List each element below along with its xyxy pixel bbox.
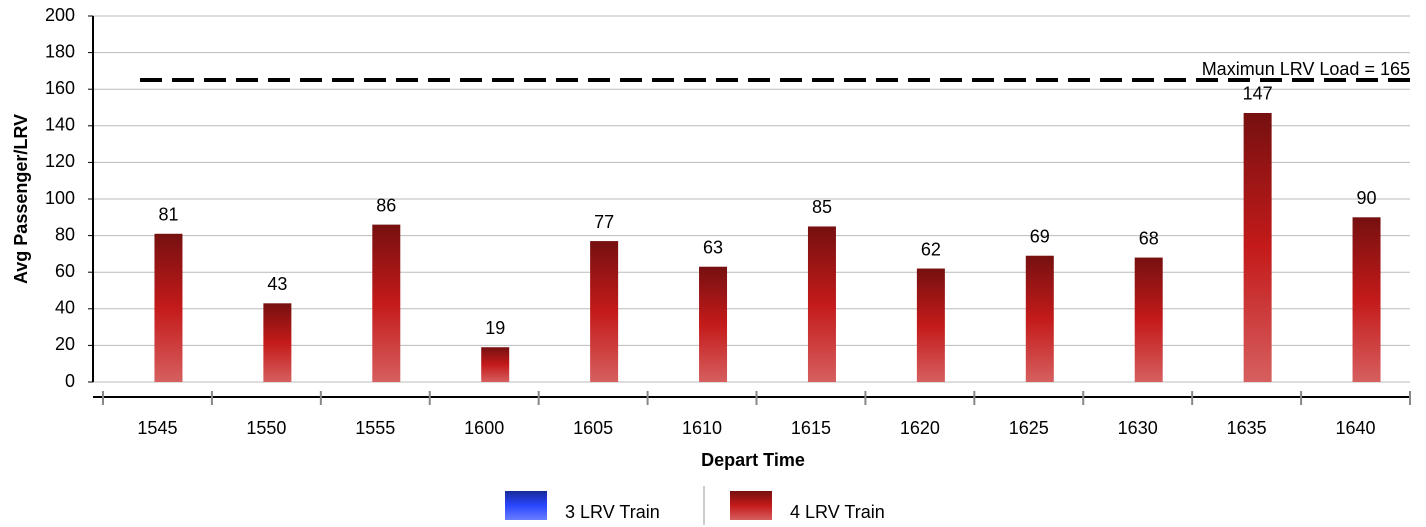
bar	[263, 303, 292, 382]
data-label: 62	[921, 239, 941, 259]
bar	[590, 241, 619, 382]
legend-label: 3 LRV Train	[565, 502, 660, 522]
data-label: 19	[485, 318, 505, 338]
y-tick-label: 120	[45, 151, 75, 171]
y-tick-label: 20	[55, 334, 75, 354]
data-label: 77	[594, 212, 614, 232]
y-tick-label: 200	[45, 5, 75, 25]
x-tick-label: 1615	[791, 418, 831, 438]
bar	[154, 233, 183, 382]
data-label: 43	[267, 274, 287, 294]
x-tick-label: 1600	[464, 418, 504, 438]
bar	[1243, 112, 1272, 383]
reference-label: Maximun LRV Load = 165	[1202, 59, 1410, 79]
bar	[807, 226, 836, 382]
x-tick-label: 1635	[1227, 418, 1267, 438]
bar	[699, 266, 728, 382]
x-tick-label: 1545	[137, 418, 177, 438]
y-tick-label: 60	[55, 261, 75, 281]
x-tick-label: 1605	[573, 418, 613, 438]
bar	[1352, 217, 1381, 382]
data-label: 90	[1357, 188, 1377, 208]
data-label: 68	[1139, 228, 1159, 248]
bar	[481, 347, 510, 382]
data-label: 147	[1243, 84, 1273, 104]
y-tick-label: 180	[45, 41, 75, 61]
y-tick-label: 40	[55, 298, 75, 318]
bar	[1134, 257, 1163, 382]
data-label: 81	[158, 205, 178, 225]
y-tick-label: 100	[45, 188, 75, 208]
data-label: 86	[376, 195, 396, 215]
x-tick-label: 1630	[1118, 418, 1158, 438]
y-tick-label: 160	[45, 78, 75, 98]
y-tick-label: 140	[45, 115, 75, 135]
x-tick-label: 1640	[1336, 418, 1376, 438]
legend-swatch	[505, 491, 547, 520]
y-axis-label: Avg Passenger/LRV	[11, 114, 31, 284]
y-tick-label: 80	[55, 224, 75, 244]
x-tick-label: 1625	[1009, 418, 1049, 438]
data-label: 69	[1030, 226, 1050, 246]
x-tick-label: 1550	[246, 418, 286, 438]
bar	[916, 268, 945, 382]
bar	[1025, 255, 1054, 382]
data-label: 85	[812, 197, 832, 217]
x-tick-label: 1555	[355, 418, 395, 438]
bar	[372, 224, 401, 382]
y-tick-label: 0	[65, 371, 75, 391]
x-tick-label: 1610	[682, 418, 722, 438]
legend-swatch	[730, 491, 772, 520]
x-axis-label: Depart Time	[701, 450, 805, 470]
legend-label: 4 LRV Train	[790, 502, 885, 522]
x-tick-label: 1620	[900, 418, 940, 438]
data-label: 63	[703, 237, 723, 257]
